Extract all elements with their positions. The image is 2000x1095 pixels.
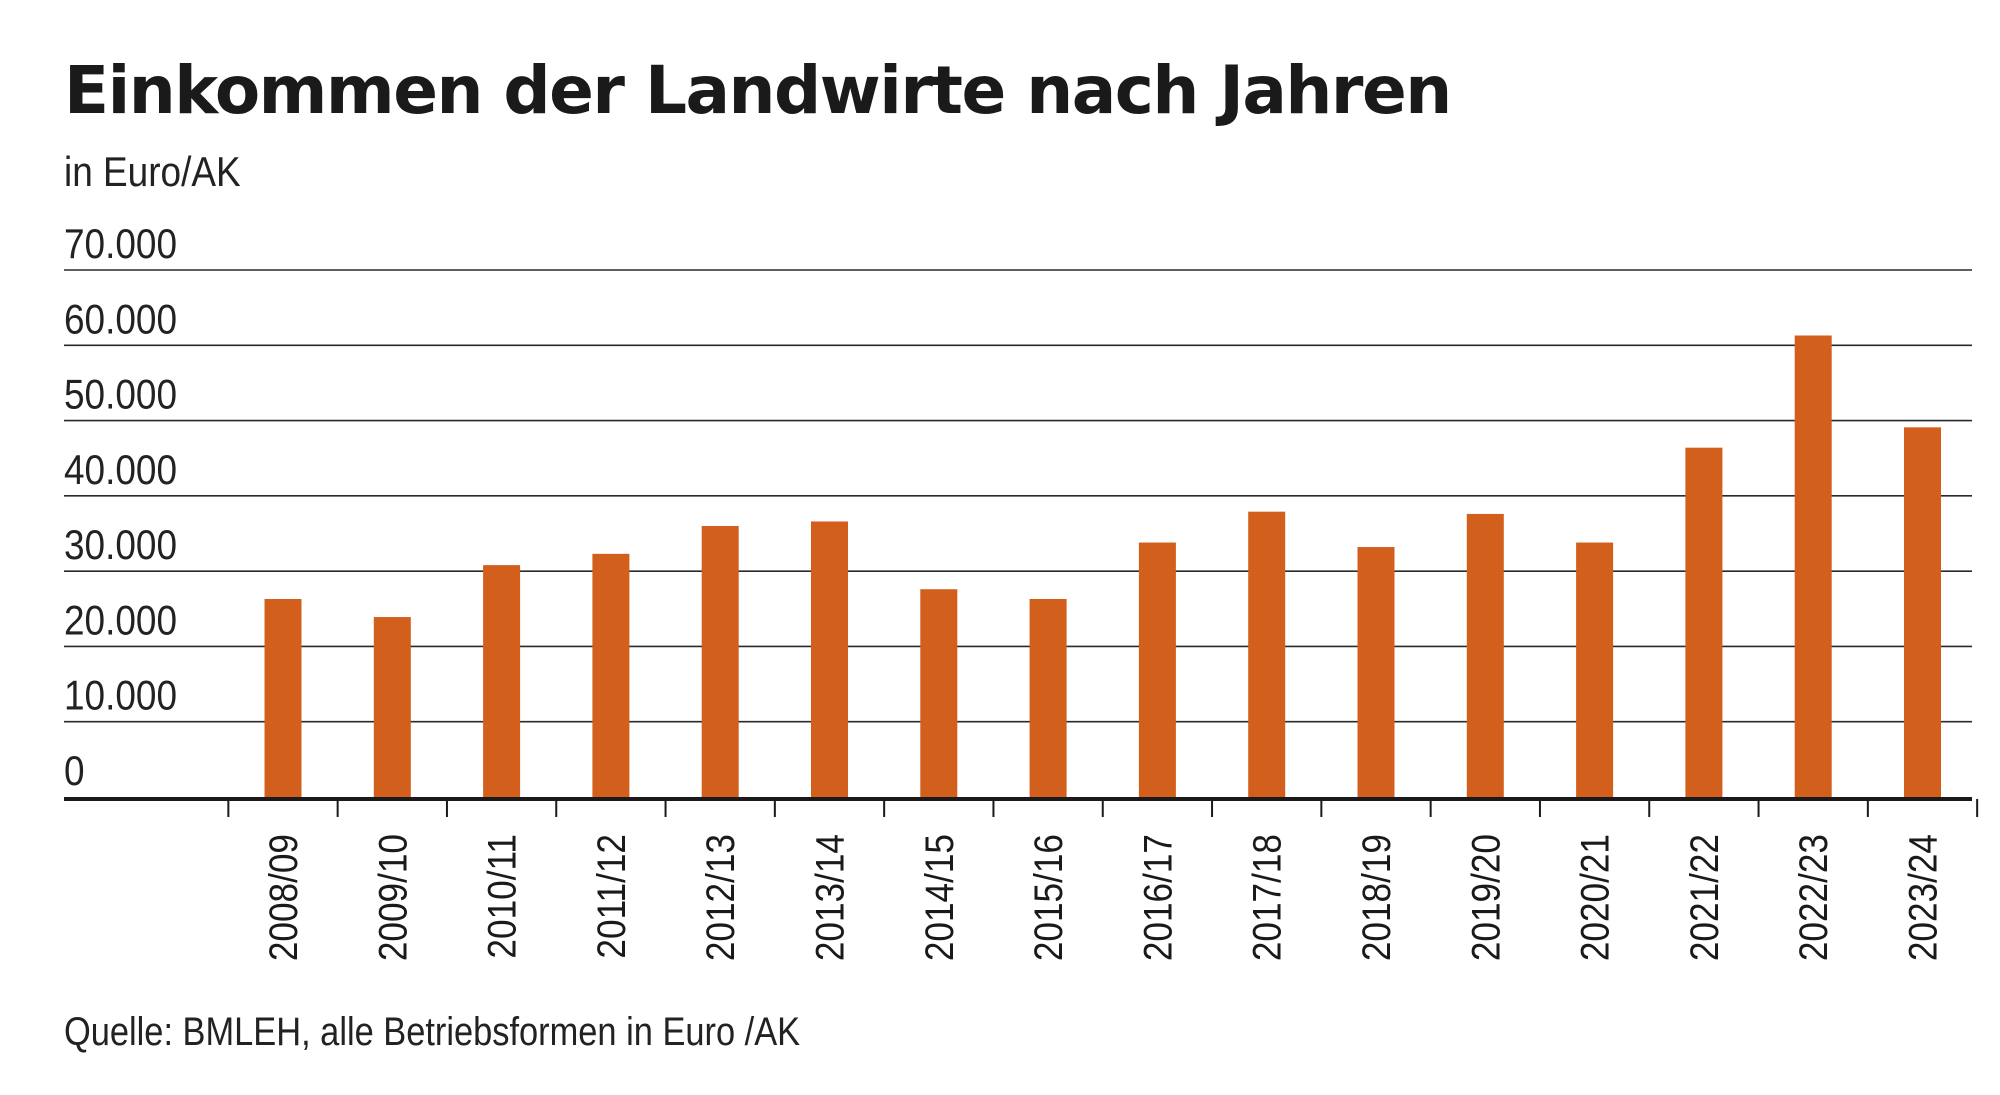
x-tick-label: 2013/14 xyxy=(807,834,852,961)
bars xyxy=(264,335,1941,797)
x-tick-label: 2014/15 xyxy=(917,834,962,961)
x-tick-label: 2010/11 xyxy=(480,834,525,959)
x-tick-label: 2012/13 xyxy=(698,834,743,961)
bar xyxy=(1794,335,1832,797)
x-tick-label: 2011/12 xyxy=(589,834,634,959)
bar-chart: 0 10.000 20.000 30.000 40.000 50.000 60.000 70.… xyxy=(64,221,1979,961)
y-axis-ticks: 0 10.000 20.000 30.000 40.000 50.000 60.000 70.… xyxy=(64,221,177,795)
y-tick-label: 30.000 xyxy=(64,522,177,569)
bar xyxy=(1904,427,1941,797)
y-tick-label: 50.000 xyxy=(64,371,177,418)
bar xyxy=(483,565,521,797)
y-tick-label: 60.000 xyxy=(64,296,177,343)
x-tick-label: 2019/20 xyxy=(1463,834,1508,961)
x-tick-label: 2008/09 xyxy=(261,834,306,961)
chart-title: Einkommen der Landwirte nach Jahren xyxy=(64,52,1452,129)
y-tick-label: 70.000 xyxy=(64,221,177,268)
bar xyxy=(920,589,958,797)
bar xyxy=(1357,547,1395,797)
x-axis-tick-labels: 2008/09 2009/10 2010/11 2011/12 2012/13 2013/… xyxy=(261,834,1945,961)
x-tick-label: 2016/17 xyxy=(1135,834,1180,961)
chart-subtitle: in Euro/AK xyxy=(64,148,241,195)
bar xyxy=(1576,542,1614,797)
x-tick-label: 2022/23 xyxy=(1791,834,1836,961)
x-tick-label: 2020/21 xyxy=(1573,834,1618,961)
bar xyxy=(592,553,630,797)
x-tick-label: 2009/10 xyxy=(370,834,415,961)
x-axis xyxy=(64,797,1979,817)
bar xyxy=(1248,511,1286,797)
bar xyxy=(1138,542,1176,797)
x-tick-label: 2015/16 xyxy=(1026,834,1071,961)
y-tick-label: 40.000 xyxy=(64,447,177,494)
bar xyxy=(1685,447,1723,797)
bar xyxy=(1029,598,1067,797)
y-tick-label: 0 xyxy=(64,748,85,795)
bar xyxy=(701,525,739,797)
bar xyxy=(1466,513,1504,797)
bar xyxy=(264,598,302,797)
x-tick-label: 2021/22 xyxy=(1682,834,1727,961)
bar xyxy=(811,521,848,797)
x-tick-label: 2017/18 xyxy=(1245,834,1290,961)
source-note: Quelle: BMLEH, alle Betriebsformen in Eu… xyxy=(64,1010,801,1054)
bar xyxy=(373,617,411,797)
y-tick-label: 20.000 xyxy=(64,597,177,644)
x-tick-label: 2018/19 xyxy=(1354,834,1399,961)
y-tick-label: 10.000 xyxy=(64,673,177,720)
x-tick-label: 2023/24 xyxy=(1900,834,1945,961)
